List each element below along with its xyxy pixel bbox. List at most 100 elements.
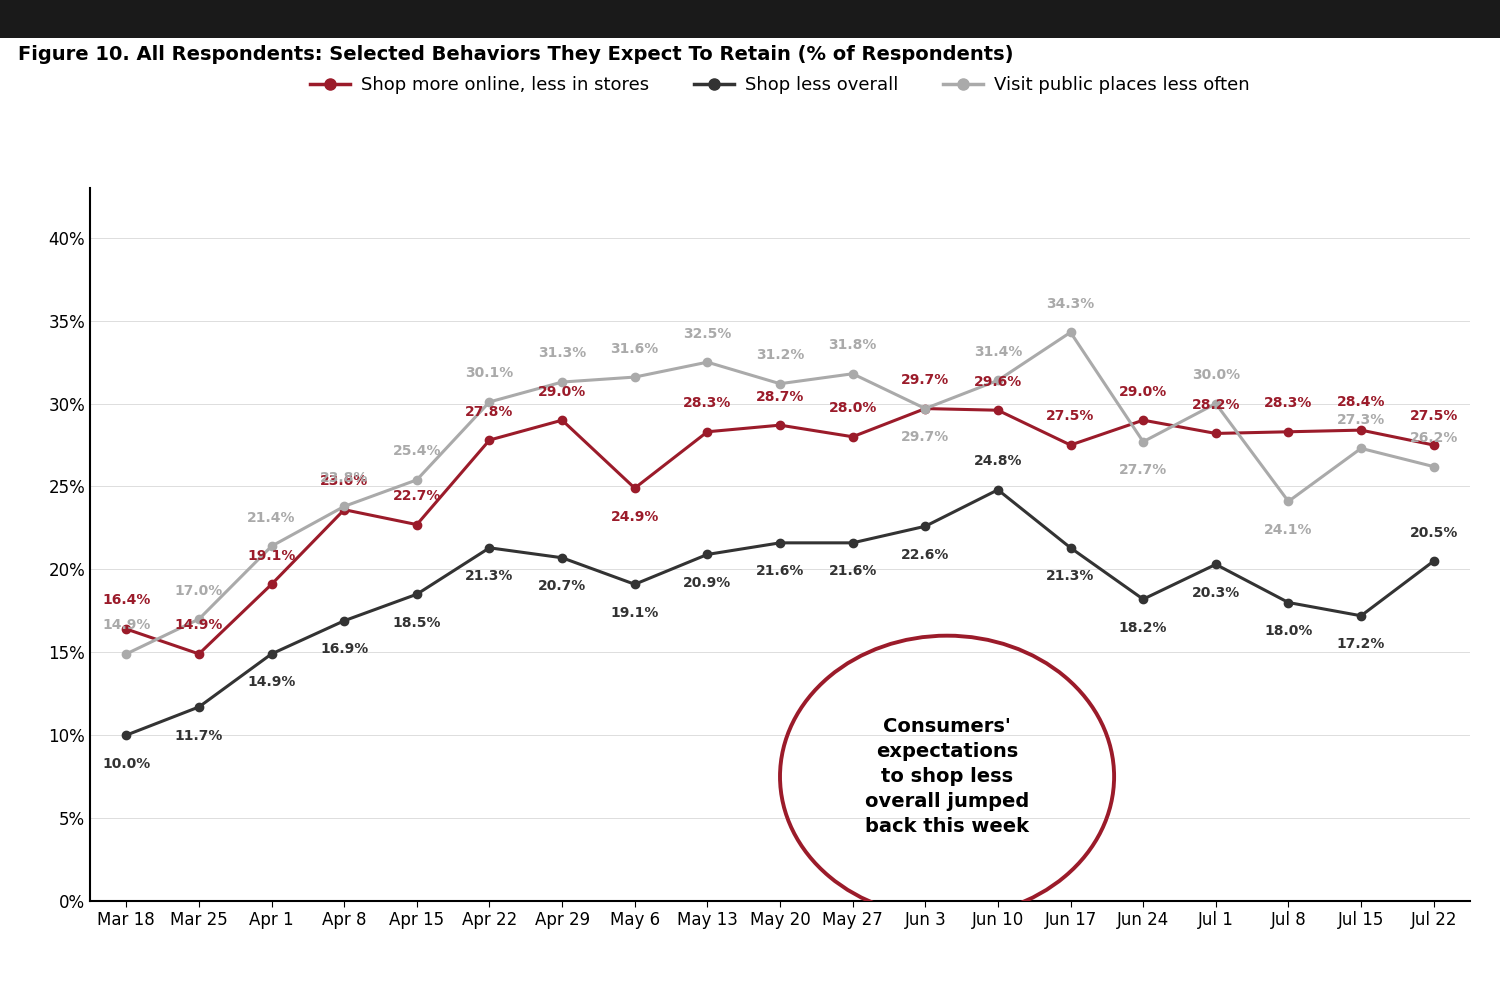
Shop less overall — [262, 648, 280, 660]
Text: Figure 10. All Respondents: Selected Behaviors They Expect To Retain (% of Respo: Figure 10. All Respondents: Selected Beh… — [18, 45, 1014, 63]
Shop less overall — [771, 537, 789, 548]
Visit public places less often — [699, 356, 717, 368]
Text: 27.8%: 27.8% — [465, 405, 513, 419]
Shop less overall — [1280, 597, 1298, 609]
Text: 17.2%: 17.2% — [1336, 638, 1384, 651]
Text: 21.3%: 21.3% — [465, 569, 513, 583]
Text: 30.1%: 30.1% — [465, 366, 513, 380]
Text: 28.2%: 28.2% — [1191, 398, 1240, 412]
Text: 20.3%: 20.3% — [1191, 586, 1240, 600]
Shop more online, less in stores — [1208, 428, 1225, 440]
Text: 24.9%: 24.9% — [610, 510, 658, 524]
Text: 16.4%: 16.4% — [102, 593, 150, 608]
Text: 21.6%: 21.6% — [756, 564, 804, 578]
Shop more online, less in stores — [262, 578, 280, 590]
Text: 23.6%: 23.6% — [320, 474, 369, 488]
Shop less overall — [699, 548, 717, 560]
Text: 19.1%: 19.1% — [248, 548, 296, 562]
Shop more online, less in stores — [916, 403, 934, 415]
Text: 14.9%: 14.9% — [102, 619, 150, 633]
Shop more online, less in stores — [190, 648, 208, 660]
Text: 10.0%: 10.0% — [102, 756, 150, 770]
Shop more online, less in stores — [480, 435, 498, 446]
Shop less overall — [408, 588, 426, 600]
Shop more online, less in stores — [1425, 440, 1443, 451]
Visit public places less often — [334, 500, 352, 512]
Text: 27.3%: 27.3% — [1336, 413, 1384, 427]
Text: 25.4%: 25.4% — [393, 445, 441, 458]
Text: 29.6%: 29.6% — [974, 374, 1022, 389]
Text: 27.7%: 27.7% — [1119, 463, 1167, 477]
Line: Shop less overall: Shop less overall — [122, 486, 1438, 740]
Visit public places less often — [1134, 436, 1152, 447]
Shop more online, less in stores — [699, 426, 717, 438]
Visit public places less often — [1280, 495, 1298, 507]
Text: 27.5%: 27.5% — [1047, 410, 1095, 424]
Visit public places less often — [843, 368, 861, 380]
Shop more online, less in stores — [554, 414, 572, 426]
Visit public places less often — [1208, 398, 1225, 410]
Text: 29.0%: 29.0% — [538, 385, 586, 399]
Shop more online, less in stores — [408, 519, 426, 531]
Text: 31.6%: 31.6% — [610, 342, 658, 355]
Text: Consumers'
expectations
to shop less
overall jumped
back this week: Consumers' expectations to shop less ove… — [865, 717, 1029, 837]
Text: 21.3%: 21.3% — [1047, 569, 1095, 583]
Text: 28.7%: 28.7% — [756, 390, 804, 404]
Text: 18.5%: 18.5% — [393, 616, 441, 630]
Visit public places less often — [988, 374, 1006, 386]
Visit public places less often — [554, 376, 572, 388]
Shop less overall — [334, 615, 352, 627]
Shop more online, less in stores — [988, 404, 1006, 416]
Text: 34.3%: 34.3% — [1047, 297, 1095, 311]
Text: 28.3%: 28.3% — [1264, 396, 1312, 410]
Text: 16.9%: 16.9% — [320, 643, 369, 656]
Visit public places less often — [1352, 443, 1370, 454]
Visit public places less often — [408, 474, 426, 486]
Text: 21.4%: 21.4% — [248, 511, 296, 525]
Text: 23.8%: 23.8% — [320, 471, 369, 485]
Shop more online, less in stores — [1280, 426, 1298, 438]
Visit public places less often — [117, 648, 135, 660]
Visit public places less often — [626, 371, 644, 383]
Text: 29.7%: 29.7% — [902, 430, 950, 445]
Shop less overall — [117, 730, 135, 742]
Shop more online, less in stores — [117, 623, 135, 635]
Visit public places less often — [916, 403, 934, 415]
Text: 28.4%: 28.4% — [1336, 395, 1386, 409]
Text: 26.2%: 26.2% — [1410, 431, 1458, 446]
Text: 28.3%: 28.3% — [682, 396, 732, 410]
Text: 27.5%: 27.5% — [1410, 410, 1458, 424]
Legend: Shop more online, less in stores, Shop less overall, Visit public places less of: Shop more online, less in stores, Shop l… — [303, 69, 1257, 101]
Shop more online, less in stores — [334, 504, 352, 516]
Line: Shop more online, less in stores: Shop more online, less in stores — [122, 404, 1438, 658]
Text: 18.2%: 18.2% — [1119, 621, 1167, 635]
Text: 24.8%: 24.8% — [974, 454, 1022, 468]
Text: 24.1%: 24.1% — [1264, 523, 1312, 537]
Shop less overall — [916, 521, 934, 533]
Text: 22.7%: 22.7% — [393, 489, 441, 503]
Shop less overall — [1352, 610, 1370, 622]
Shop less overall — [1208, 558, 1225, 570]
Text: 31.4%: 31.4% — [974, 345, 1022, 358]
Text: 31.2%: 31.2% — [756, 348, 804, 362]
Text: 14.9%: 14.9% — [176, 619, 223, 633]
Visit public places less often — [1425, 460, 1443, 472]
Shop more online, less in stores — [1134, 414, 1152, 426]
Visit public places less often — [771, 378, 789, 390]
Shop less overall — [554, 551, 572, 563]
Text: 17.0%: 17.0% — [176, 583, 223, 598]
Text: 20.7%: 20.7% — [538, 579, 586, 593]
Shop more online, less in stores — [1352, 424, 1370, 436]
Text: 30.0%: 30.0% — [1191, 368, 1240, 382]
Text: 29.7%: 29.7% — [902, 373, 950, 387]
Shop more online, less in stores — [1062, 440, 1080, 451]
Text: 21.6%: 21.6% — [828, 564, 878, 578]
Shop less overall — [988, 484, 1006, 496]
Text: 18.0%: 18.0% — [1264, 624, 1312, 639]
Text: 32.5%: 32.5% — [682, 327, 732, 341]
Shop less overall — [1062, 542, 1080, 553]
Text: 28.0%: 28.0% — [828, 401, 878, 415]
Shop less overall — [480, 542, 498, 553]
Shop less overall — [1134, 593, 1152, 605]
Shop less overall — [843, 537, 861, 548]
